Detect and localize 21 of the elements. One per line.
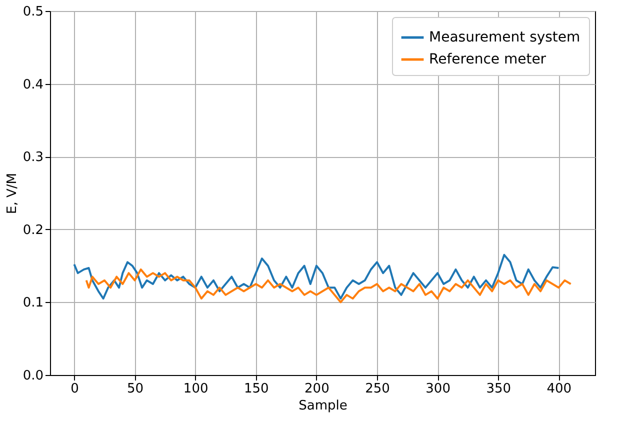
x-tick-label: 150: [244, 382, 269, 396]
y-axis-title: E, V/M: [4, 173, 20, 214]
x-tick-label: 300: [426, 382, 450, 396]
line-series: [73, 254, 560, 300]
line-series: [85, 268, 572, 304]
y-tick-label: 0.0: [22, 368, 44, 384]
y-tick-label: 0.2: [22, 222, 44, 238]
x-tick-label: 350: [486, 382, 512, 396]
x-tick-label: 100: [183, 382, 208, 396]
legend-label: Reference meter: [429, 52, 546, 68]
x-tick-label: 0: [70, 382, 79, 396]
legend-label: Measurement system: [429, 30, 580, 46]
y-tick-label: 0.4: [22, 77, 44, 92]
x-tick-label: 250: [365, 382, 390, 396]
x-tick-label: 400: [546, 382, 572, 396]
y-tick-label: 0.1: [22, 296, 44, 311]
x-axis-title: Sample: [298, 398, 348, 414]
x-tick-label: 200: [304, 382, 330, 396]
x-tick-label: 50: [127, 382, 144, 396]
y-tick-label: 0.5: [22, 4, 44, 20]
y-tick-label: 0.3: [22, 150, 44, 166]
